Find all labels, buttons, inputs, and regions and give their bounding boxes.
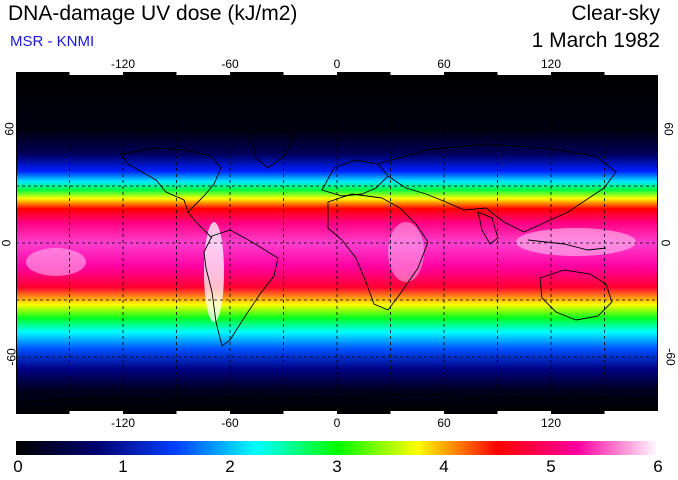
indonesia-highlight xyxy=(516,228,636,256)
lon-tick-top-1: -120 xyxy=(110,57,136,71)
uv-dose-map xyxy=(16,72,658,414)
lon-tick-bottom-3: 0 xyxy=(333,416,341,430)
lon-tick-bottom-4: 60 xyxy=(437,416,451,430)
lat-tick-right-2: 0 xyxy=(658,239,673,247)
australia-coast xyxy=(539,269,613,321)
lat-tick-right-3: -60 xyxy=(663,348,678,366)
central-america-coast xyxy=(187,211,213,239)
lon-tick-top-2: -60 xyxy=(221,57,239,71)
map-subtitle: MSR - KNMI xyxy=(10,33,95,50)
colorbar-label-3: 3 xyxy=(332,457,342,476)
colorbar xyxy=(16,441,658,455)
lon-tick-bottom-1: -120 xyxy=(110,416,136,430)
colorbar-label-4: 4 xyxy=(439,457,449,476)
lat-tick-left-2: 0 xyxy=(0,239,14,247)
north-america-coast xyxy=(120,147,222,213)
lon-tick-bottom-2: -60 xyxy=(221,416,239,430)
africa-highlight xyxy=(388,222,424,282)
colorbar-label-5: 5 xyxy=(546,457,556,476)
lon-tick-top-3: 0 xyxy=(333,57,341,71)
map-date: 1 March 1982 xyxy=(531,29,660,52)
south-america-coast xyxy=(203,229,279,347)
sky-condition: Clear-sky xyxy=(571,2,660,25)
india-coast xyxy=(477,211,499,245)
lat-tick-right-1: 60 xyxy=(661,122,676,136)
indonesia-coast xyxy=(527,239,607,251)
pacific-highlight xyxy=(26,248,86,276)
colorbar-label-2: 2 xyxy=(225,457,235,476)
lon-tick-bottom-5: 120 xyxy=(540,416,562,430)
lon-tick-top-4: 60 xyxy=(437,57,451,71)
map-frame xyxy=(16,72,658,414)
greenland-coast xyxy=(247,127,295,169)
andes-highlight xyxy=(204,222,224,322)
lon-tick-top-5: 120 xyxy=(540,57,562,71)
asia-coast xyxy=(377,143,617,233)
africa-coast xyxy=(327,193,429,311)
lat-tick-left-1: 60 xyxy=(2,122,17,136)
colorbar-label-0: 0 xyxy=(13,457,23,476)
colorbar-label-1: 1 xyxy=(118,457,128,476)
colorbar-label-6: 6 xyxy=(653,457,663,476)
graticule xyxy=(16,72,658,414)
map-title: DNA-damage UV dose (kJ/m2) xyxy=(8,2,298,25)
